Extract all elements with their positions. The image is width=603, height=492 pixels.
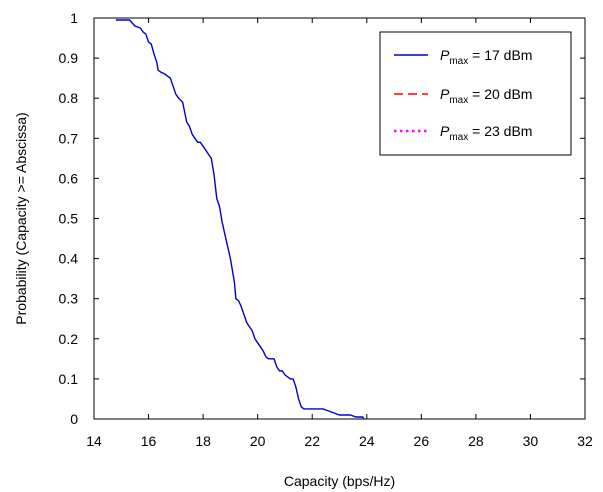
y-tick-label: 0.4 [59,251,79,267]
y-tick-label: 0.7 [59,130,79,146]
x-axis-ticks: 14 16 18 20 22 24 26 28 30 32 [86,18,593,449]
y-axis-label: Probability (Capacity >= Abscissa) [13,112,29,324]
y-tick-label: 0.8 [59,90,79,106]
y-tick-label: 0.2 [59,331,79,347]
x-tick-label: 32 [577,433,593,449]
legend: Pmax = 17 dBm Pmax = 20 dBm Pmax = 23 dBm [379,31,572,156]
series-line-0 [115,19,365,420]
legend-box [379,31,572,156]
x-tick-label: 24 [359,433,375,449]
x-axis-label: Capacity (bps/Hz) [284,473,395,489]
y-tick-label: 0.1 [59,371,79,387]
series-layer [115,19,365,420]
legend-entry-0: Pmax = 17 dBm [440,47,532,67]
x-tick-label: 16 [141,433,157,449]
x-tick-label: 14 [86,433,102,449]
legend-entry-2: Pmax = 23 dBm [440,123,532,143]
x-tick-label: 26 [414,433,430,449]
legend-entry-1: Pmax = 20 dBm [440,86,532,106]
y-tick-label: 0.9 [59,50,79,66]
x-tick-label: 28 [468,433,484,449]
x-tick-label: 18 [195,433,211,449]
x-tick-label: 30 [523,433,539,449]
y-tick-label: 0.3 [59,291,79,307]
y-tick-label: 0.6 [59,170,79,186]
x-tick-label: 22 [304,433,320,449]
y-axis-ticks: 0 0.1 0.2 0.3 0.4 0.5 0.6 0.7 0.8 0.9 1 [59,10,585,427]
y-tick-label: 1 [70,10,78,26]
y-tick-label: 0.5 [59,211,79,227]
x-tick-label: 20 [250,433,266,449]
y-tick-label: 0 [70,411,78,427]
